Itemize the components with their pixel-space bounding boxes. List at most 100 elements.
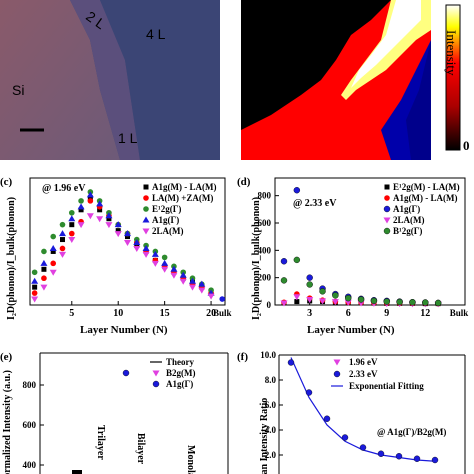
panel-e-ytick-label: 600 xyxy=(23,420,37,430)
panel-c-xtick-label: Bulk xyxy=(213,308,232,318)
panel-c-point xyxy=(68,215,76,222)
panel-c-frame xyxy=(29,177,226,306)
panel-f-legend-label: Exponential Fitting xyxy=(349,381,424,391)
panel-c-legend-label: LA(M) +ZA(M) xyxy=(152,193,213,203)
panel-e-label-bilayer: Bilayer xyxy=(135,433,146,465)
panel-c-point xyxy=(87,198,94,204)
panel-c-point xyxy=(161,266,169,273)
panel-f-legend-label: 1.96 eV xyxy=(349,357,378,367)
panel-f-legend-marker xyxy=(333,370,341,378)
panel-c-point xyxy=(170,265,178,272)
panel-c-point xyxy=(59,221,66,228)
panel-c-point xyxy=(142,251,150,258)
panel-f-point xyxy=(341,434,349,441)
panel-c-xtick-label: 10 xyxy=(113,308,123,319)
panel-f-legend-label: 2.33 eV xyxy=(349,369,378,379)
panel-c-point xyxy=(179,278,187,285)
panel-f-ytick-label: 8.0 xyxy=(265,375,277,385)
panel-c-point xyxy=(161,259,169,266)
panel-d-point xyxy=(345,294,352,302)
panel-d-legend-marker xyxy=(383,205,391,213)
panel-c-point xyxy=(86,213,94,220)
panel-d-point xyxy=(331,299,339,306)
panel-d-legend-marker xyxy=(384,184,390,190)
panel-c-point xyxy=(198,287,206,294)
panel-f-point xyxy=(323,415,331,422)
panel-c-point xyxy=(49,244,57,251)
panel-c-point xyxy=(41,266,47,272)
panel-d-legend-label: B¹2g(Γ) xyxy=(393,226,422,236)
panel-f-point xyxy=(431,456,439,464)
panel-e: (e) 400 600 800 Theory B2g(M) A1g(Γ) Normaliz… xyxy=(0,345,237,474)
panel-d-legend-marker xyxy=(383,217,391,224)
panel-d-point xyxy=(280,277,288,284)
panel-d-point xyxy=(370,297,378,305)
panel-c-legend-label: A1g(Γ) xyxy=(152,215,179,225)
panel-c-point xyxy=(105,212,113,219)
panel-c-xlabel: Layer Number (N) xyxy=(80,324,168,336)
panel-d-point xyxy=(344,299,352,306)
panel-c-point xyxy=(77,203,85,210)
panel-c-xtick-label: 15 xyxy=(160,308,170,319)
panel-d-ytick-label: 200 xyxy=(258,273,272,283)
panel-c-point xyxy=(105,222,113,229)
panel-c-point xyxy=(40,259,48,266)
panel-c-legend-marker xyxy=(143,206,149,212)
panel-d-point xyxy=(293,256,301,264)
panel-c-point xyxy=(97,207,103,213)
panel-c-point xyxy=(49,269,57,276)
panel-c-point xyxy=(106,216,112,222)
panel-d-legend-label: A1g(M) - LA(M) xyxy=(393,193,457,203)
panel-d-xtick-label: 12 xyxy=(420,308,430,319)
panel-d-legend-marker xyxy=(384,195,390,201)
panel-c-legend-marker xyxy=(142,216,150,223)
panel-c-annotation: @ 1.96 eV xyxy=(42,183,86,194)
panel-d-ytick-label: 600 xyxy=(258,218,272,228)
panel-d-point xyxy=(383,298,390,305)
panel-d-legend-label: A1g(Γ) xyxy=(393,204,420,214)
panel-f: (f) 10.0 8.0 6.0 4.0 2.0 1.96 eV 2.33 eV Expone… xyxy=(237,345,474,474)
panel-c-point xyxy=(68,230,75,237)
panel-e-ytick-label: 800 xyxy=(23,380,37,390)
panel-e-point xyxy=(122,369,130,377)
label-4l: 4 L xyxy=(146,26,166,42)
panel-f-ytick-label: 10.0 xyxy=(260,350,276,360)
panel-d-xtick-label: 9 xyxy=(384,308,389,319)
panel-e-bar xyxy=(72,470,82,474)
panel-c-point xyxy=(40,284,48,291)
panel-c-point xyxy=(124,240,131,247)
panel-d-xtick-label: 3 xyxy=(307,308,312,319)
panel-d-point xyxy=(422,299,429,306)
panel-f-point xyxy=(377,450,385,457)
panel-c-point xyxy=(189,277,196,284)
panel-d-annotation: @ 2.33 eV xyxy=(293,198,337,209)
panel-c-point xyxy=(77,222,85,229)
panel-d-point xyxy=(306,274,313,281)
panel-c-point xyxy=(115,228,121,234)
optical-image-panel: Si 2 L 4 L 1 L xyxy=(0,0,220,160)
panel-c-point xyxy=(134,243,140,248)
panel-d-legend-marker xyxy=(383,227,391,235)
panel-f-point xyxy=(413,455,421,462)
panel-d-point xyxy=(293,187,301,194)
panel-d-point xyxy=(280,300,288,307)
panel-c-point xyxy=(41,275,47,282)
panel-d-letter: (d) xyxy=(237,176,251,188)
panel-f-ytick-label: 6.0 xyxy=(265,400,277,410)
panel-c-letter: (c) xyxy=(0,176,13,188)
label-1l: 1 L xyxy=(118,130,138,146)
panel-e-legend-label: A1g(Γ) xyxy=(166,379,193,389)
panel-c-point xyxy=(50,248,56,254)
panel-c: (c) 5 10 15 20 Bulk A1g(M) - LA(M) LA(M) +ZA(M… xyxy=(0,170,237,340)
panel-c-point xyxy=(31,290,38,296)
panel-d-ytick-label: 0 xyxy=(267,300,272,310)
panel-c-point xyxy=(50,260,57,267)
panel-d-point xyxy=(357,296,365,303)
panel-e-legend-marker xyxy=(152,370,160,377)
panel-d-point xyxy=(319,298,327,305)
panel-c-point xyxy=(87,195,93,201)
panel-c-point xyxy=(133,239,141,246)
panel-c-point xyxy=(179,271,187,278)
